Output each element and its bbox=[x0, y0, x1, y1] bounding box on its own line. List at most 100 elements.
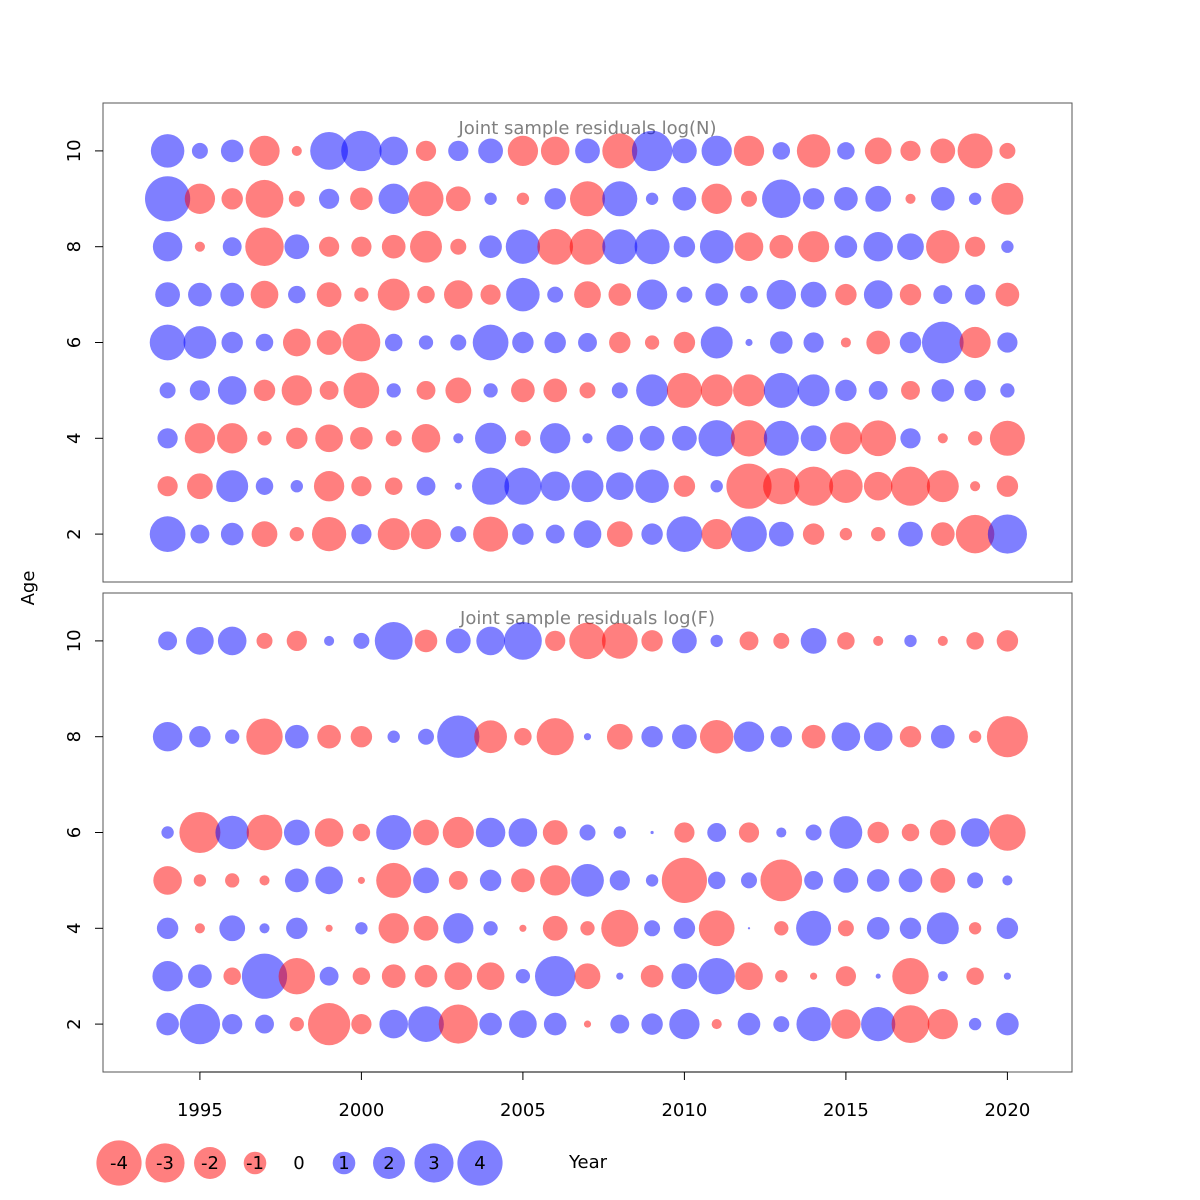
bubble-age-10-year-1999 bbox=[310, 131, 349, 170]
bubble-age-5-year-2004 bbox=[479, 869, 502, 892]
bubble-age-8-year-2009 bbox=[634, 229, 670, 265]
bubble-age-2-year-2014 bbox=[796, 1006, 831, 1042]
legend-item: 3 bbox=[414, 1143, 454, 1183]
bubble-age-6-year-2011 bbox=[707, 823, 727, 842]
bubble-age-5-year-2000 bbox=[343, 372, 380, 409]
legend-bubble bbox=[332, 1151, 356, 1175]
bubble-age-9-year-1994 bbox=[145, 176, 191, 222]
bubble-age-8-year-1995 bbox=[194, 241, 205, 252]
bubble-age-3-year-2013 bbox=[775, 970, 788, 983]
bubble-age-6-year-1995 bbox=[179, 811, 221, 854]
bubble-age-10-year-2010 bbox=[672, 138, 697, 164]
bubble-age-9-year-2019 bbox=[968, 192, 982, 205]
bubble-age-2-year-1995 bbox=[190, 524, 210, 544]
bubble-age-8-year-1996 bbox=[225, 729, 240, 744]
bubble-age-2-year-2010 bbox=[669, 1008, 700, 1040]
bubble-age-6-year-2017 bbox=[899, 331, 922, 354]
bubble-age-3-year-2014 bbox=[794, 466, 834, 506]
bubble-age-8-year-2017 bbox=[897, 233, 924, 261]
bubble-age-10-year-2001 bbox=[379, 136, 408, 166]
bubble-age-3-year-2002 bbox=[416, 476, 436, 496]
bubble-age-10-year-2010 bbox=[672, 628, 697, 654]
bubble-age-2-year-2003 bbox=[450, 526, 467, 543]
bubble-age-7-year-1996 bbox=[220, 282, 245, 307]
bubble-age-5-year-2013 bbox=[763, 372, 799, 408]
bubble-age-2-year-2017 bbox=[891, 1005, 930, 1044]
bubble-age-10-year-2016 bbox=[873, 635, 884, 646]
bubble-age-8-year-2012 bbox=[734, 232, 764, 261]
bubble-age-5-year-2006 bbox=[543, 378, 568, 403]
bubble-age-5-year-2006 bbox=[540, 865, 571, 896]
bubble-age-5-year-1998 bbox=[281, 375, 312, 406]
bubble-age-5-year-2019 bbox=[967, 872, 984, 889]
bubble-age-3-year-2008 bbox=[616, 972, 624, 980]
bubble-age-6-year-2008 bbox=[609, 331, 631, 354]
bubble-age-6-year-2002 bbox=[418, 335, 434, 350]
bubble-age-7-year-2020 bbox=[995, 282, 1020, 307]
bubble-age-2-year-2000 bbox=[351, 523, 372, 545]
bubble-age-5-year-2016 bbox=[866, 869, 890, 892]
bubble-age-3-year-1995 bbox=[188, 964, 212, 989]
bubble-age-10-year-2003 bbox=[448, 140, 469, 162]
bubble-age-2-year-2007 bbox=[583, 1020, 592, 1028]
bubble-age-8-year-2016 bbox=[863, 231, 893, 262]
bubble-age-5-year-2004 bbox=[483, 383, 498, 398]
bubble-age-5-year-2008 bbox=[609, 870, 630, 891]
bubble-age-10-year-2007 bbox=[575, 138, 600, 164]
bubble-age-8-year-2020 bbox=[1001, 240, 1014, 253]
bubble-age-8-year-2000 bbox=[350, 725, 373, 748]
bubble-age-5-year-2010 bbox=[666, 372, 702, 408]
bubble-age-6-year-2009 bbox=[644, 335, 660, 350]
bubble-age-6-year-1994 bbox=[161, 826, 174, 839]
bubble-age-4-year-1996 bbox=[219, 915, 246, 942]
bubble-age-3-year-1997 bbox=[241, 953, 288, 999]
bubble-age-4-year-2001 bbox=[378, 913, 409, 944]
bubble-age-4-year-2006 bbox=[542, 915, 568, 941]
panel-title: Joint sample residuals log(N) bbox=[457, 118, 716, 139]
bubble-age-5-year-1997 bbox=[253, 379, 276, 402]
x-tick-label: 2010 bbox=[661, 1100, 707, 1121]
y-tick-label: 10 bbox=[64, 139, 85, 162]
bubble-age-10-year-2009 bbox=[631, 130, 673, 172]
bubble-age-6-year-2015 bbox=[829, 816, 863, 849]
bubble-age-2-year-2015 bbox=[839, 527, 853, 541]
bubble-age-6-year-2002 bbox=[413, 819, 439, 846]
bubble-age-2-year-1996 bbox=[222, 1013, 243, 1035]
bubble-age-10-year-2009 bbox=[641, 630, 663, 652]
bubble-age-3-year-2009 bbox=[635, 469, 669, 503]
bubble-age-9-year-2017 bbox=[905, 193, 916, 204]
bubble-age-4-year-2010 bbox=[673, 917, 696, 940]
bubble-age-3-year-2005 bbox=[504, 467, 542, 505]
bubble-age-5-year-2017 bbox=[898, 868, 923, 893]
bubble-age-2-year-2017 bbox=[898, 521, 923, 547]
bubble-age-2-year-1997 bbox=[255, 1014, 274, 1034]
bubble-age-6-year-2014 bbox=[805, 824, 822, 841]
y-axis-label: Age bbox=[18, 571, 39, 606]
y-tick-label: 2 bbox=[64, 1018, 85, 1029]
bubble-age-8-year-2001 bbox=[381, 234, 406, 259]
y-tick-label: 6 bbox=[64, 337, 85, 348]
bubble-age-8-year-1999 bbox=[318, 236, 340, 257]
bubble-age-6-year-2018 bbox=[921, 321, 964, 364]
bubble-age-10-year-2019 bbox=[966, 632, 984, 650]
bubble-age-3-year-2010 bbox=[673, 475, 696, 497]
bubble-age-10-year-1996 bbox=[217, 626, 247, 656]
x-tick-label: 2000 bbox=[338, 1100, 384, 1121]
panels-layer: Joint sample residuals log(N)246810Joint… bbox=[64, 102, 1073, 1073]
bubble-age-3-year-2000 bbox=[352, 967, 371, 985]
bubble-age-2-year-2011 bbox=[701, 518, 732, 550]
bubble-age-10-year-2002 bbox=[415, 140, 437, 162]
bubble-age-3-year-2008 bbox=[605, 472, 634, 501]
bubble-age-7-year-1997 bbox=[250, 280, 279, 309]
legend-item: 2 bbox=[373, 1147, 405, 1179]
bubble-age-4-year-1994 bbox=[156, 917, 179, 940]
bubble-age-2-year-2018 bbox=[930, 522, 955, 546]
bubble-age-5-year-2003 bbox=[445, 377, 472, 404]
bubble-age-4-year-2017 bbox=[900, 428, 921, 449]
bubble-age-6-year-2020 bbox=[989, 814, 1026, 851]
bubble-age-8-year-2011 bbox=[699, 229, 734, 264]
bubble-age-3-year-2007 bbox=[571, 470, 604, 503]
bubble-age-2-year-2004 bbox=[473, 516, 509, 552]
bubble-age-4-year-2005 bbox=[514, 430, 531, 447]
